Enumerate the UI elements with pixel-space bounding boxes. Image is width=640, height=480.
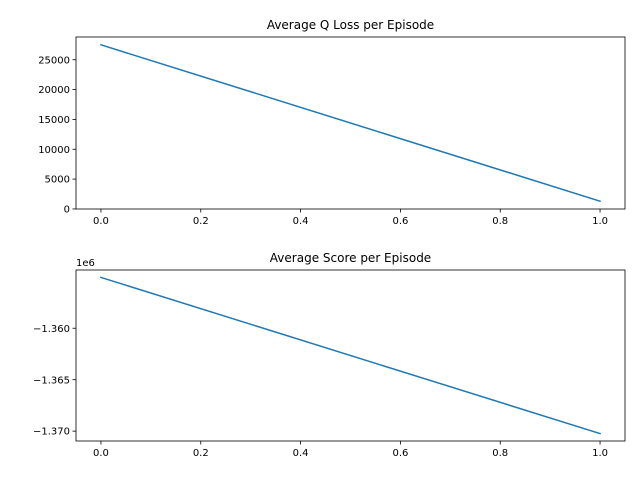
y-tick-label: 5000 <box>45 175 70 186</box>
x-tick-label: 0.0 <box>93 448 109 459</box>
y-tick-label: 10000 <box>38 145 70 156</box>
y-tick-label: 0 <box>64 205 70 216</box>
x-tick-label: 0.8 <box>492 216 508 227</box>
y-tick-label: −1.360 <box>33 324 70 335</box>
x-tick-label: 1.0 <box>592 216 608 227</box>
series-line <box>100 43 601 203</box>
y-tick-label: 20000 <box>38 85 70 96</box>
x-tick-label: 0.6 <box>392 448 408 459</box>
chart-title: Average Q Loss per Episode <box>267 18 434 32</box>
x-tick-label: 0.4 <box>293 448 309 459</box>
x-tick-label: 1.0 <box>592 448 608 459</box>
x-tick-label: 0.8 <box>492 448 508 459</box>
axes-frame <box>75 269 626 442</box>
chart-title: Average Score per Episode <box>270 251 431 265</box>
y-tick-label: −1.365 <box>33 375 70 386</box>
chart-score: Average Score per Episode 1e6 0.0 0.2 0.4 0… <box>33 251 626 459</box>
y-tick-label: 15000 <box>38 115 70 126</box>
x-tick-label: 0.6 <box>392 216 408 227</box>
axes-frame <box>75 36 626 210</box>
y-tick-label: 25000 <box>38 55 70 66</box>
series-line <box>100 276 601 435</box>
x-tick-label: 0.2 <box>193 448 209 459</box>
y-offset-text: 1e6 <box>76 258 95 269</box>
y-tick-label: −1.370 <box>33 427 70 438</box>
x-tick-label: 0.0 <box>93 216 109 227</box>
chart-q-loss: Average Q Loss per Episode 0.0 0.2 0.4 0.6 0… <box>38 18 626 227</box>
x-tick-label: 0.4 <box>293 216 309 227</box>
x-tick-label: 0.2 <box>193 216 209 227</box>
